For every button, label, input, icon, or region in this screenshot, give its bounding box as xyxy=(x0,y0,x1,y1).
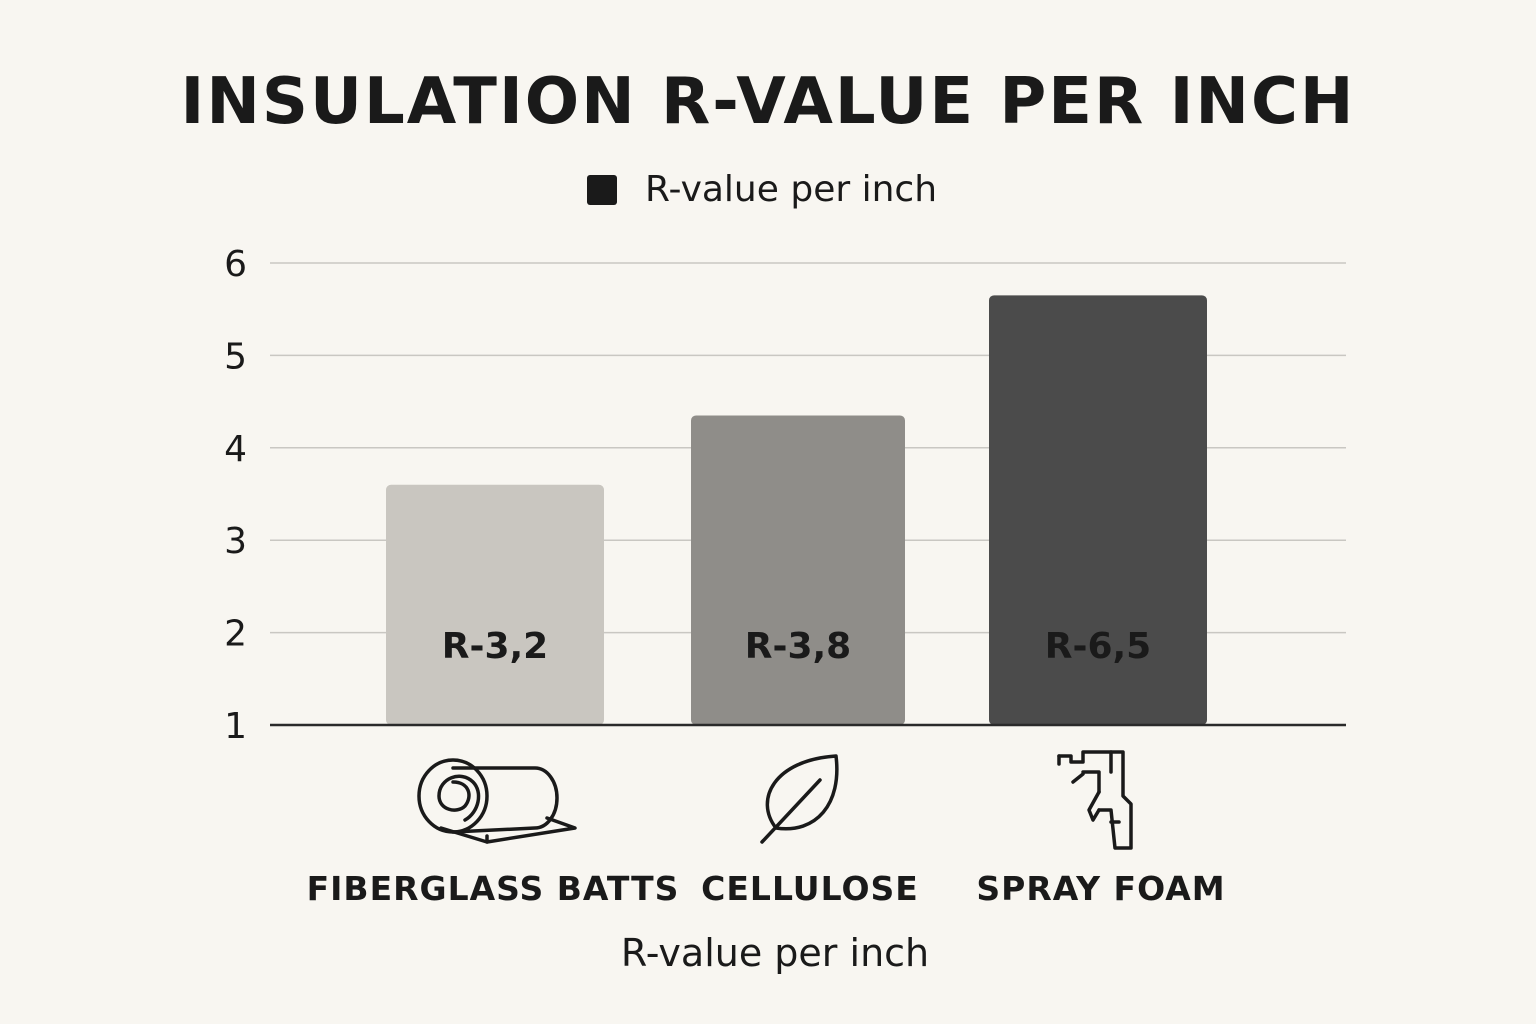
chart-title: INSULATION R-VALUE PER INCH xyxy=(180,65,1356,139)
bar xyxy=(989,295,1207,725)
y-tick-label: 2 xyxy=(224,614,247,655)
y-tick-label: 4 xyxy=(224,429,247,470)
bar xyxy=(386,484,604,725)
leaf-icon xyxy=(760,754,839,844)
x-category-label: FIBERGLASS BATTS xyxy=(307,869,680,908)
roll-icon xyxy=(417,758,577,844)
x-axis-title: R-value per inch xyxy=(621,931,929,975)
spray-gun-icon xyxy=(1057,750,1133,850)
x-category-label: CELLULOSE xyxy=(701,869,919,908)
y-tick-label: 3 xyxy=(224,521,247,562)
legend-swatch xyxy=(586,175,617,205)
y-tick-label: 6 xyxy=(224,244,247,285)
bar-data-label: R-3,2 xyxy=(442,626,548,667)
legend-label: R-value per inch xyxy=(644,169,938,210)
x-category-label: SPRAY FOAM xyxy=(976,869,1225,908)
y-tick-label: 1 xyxy=(224,706,247,747)
bar xyxy=(691,415,905,725)
legend: R-value per inch xyxy=(0,166,1536,214)
bar-data-label: R-3,8 xyxy=(745,626,851,667)
y-tick-label: 5 xyxy=(224,336,247,377)
bar-data-label: R-6,5 xyxy=(1045,626,1151,667)
